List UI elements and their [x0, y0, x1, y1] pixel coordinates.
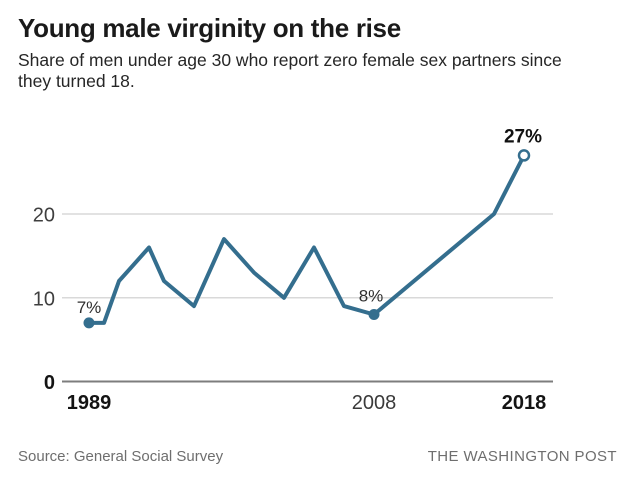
data-point-label-1989: 7%: [77, 298, 102, 317]
data-point-label-2008: 8%: [359, 287, 384, 306]
data-point-1989-dot: [83, 317, 95, 329]
source-note: Source: General Social Survey: [18, 448, 224, 465]
data-markers-layer: 7% 8% 27%: [77, 126, 542, 329]
x-tick-label-2018: 2018: [502, 392, 547, 414]
data-point-2018-open-circle: [517, 149, 531, 162]
gridlines-layer: 0 10 20: [33, 205, 553, 394]
y-tick-label-20: 20: [33, 205, 55, 227]
data-point-label-2018: 27%: [504, 126, 542, 147]
data-point-2008-dot: [368, 309, 380, 320]
chart-subtitle: Share of men under age 30 who report zer…: [18, 50, 562, 91]
y-tick-label-0: 0: [44, 372, 55, 394]
y-tick-label-10: 10: [33, 288, 55, 310]
x-tick-label-1989: 1989: [67, 392, 112, 414]
chart-footer: Source: General Social Survey THE WASHIN…: [18, 448, 617, 465]
x-tick-label-2008: 2008: [352, 392, 397, 414]
chart-title: Young male virginity on the rise: [18, 13, 401, 43]
x-axis-labels-layer: 1989 2008 2018: [67, 392, 547, 414]
publisher-credit: THE WASHINGTON POST: [427, 448, 617, 465]
